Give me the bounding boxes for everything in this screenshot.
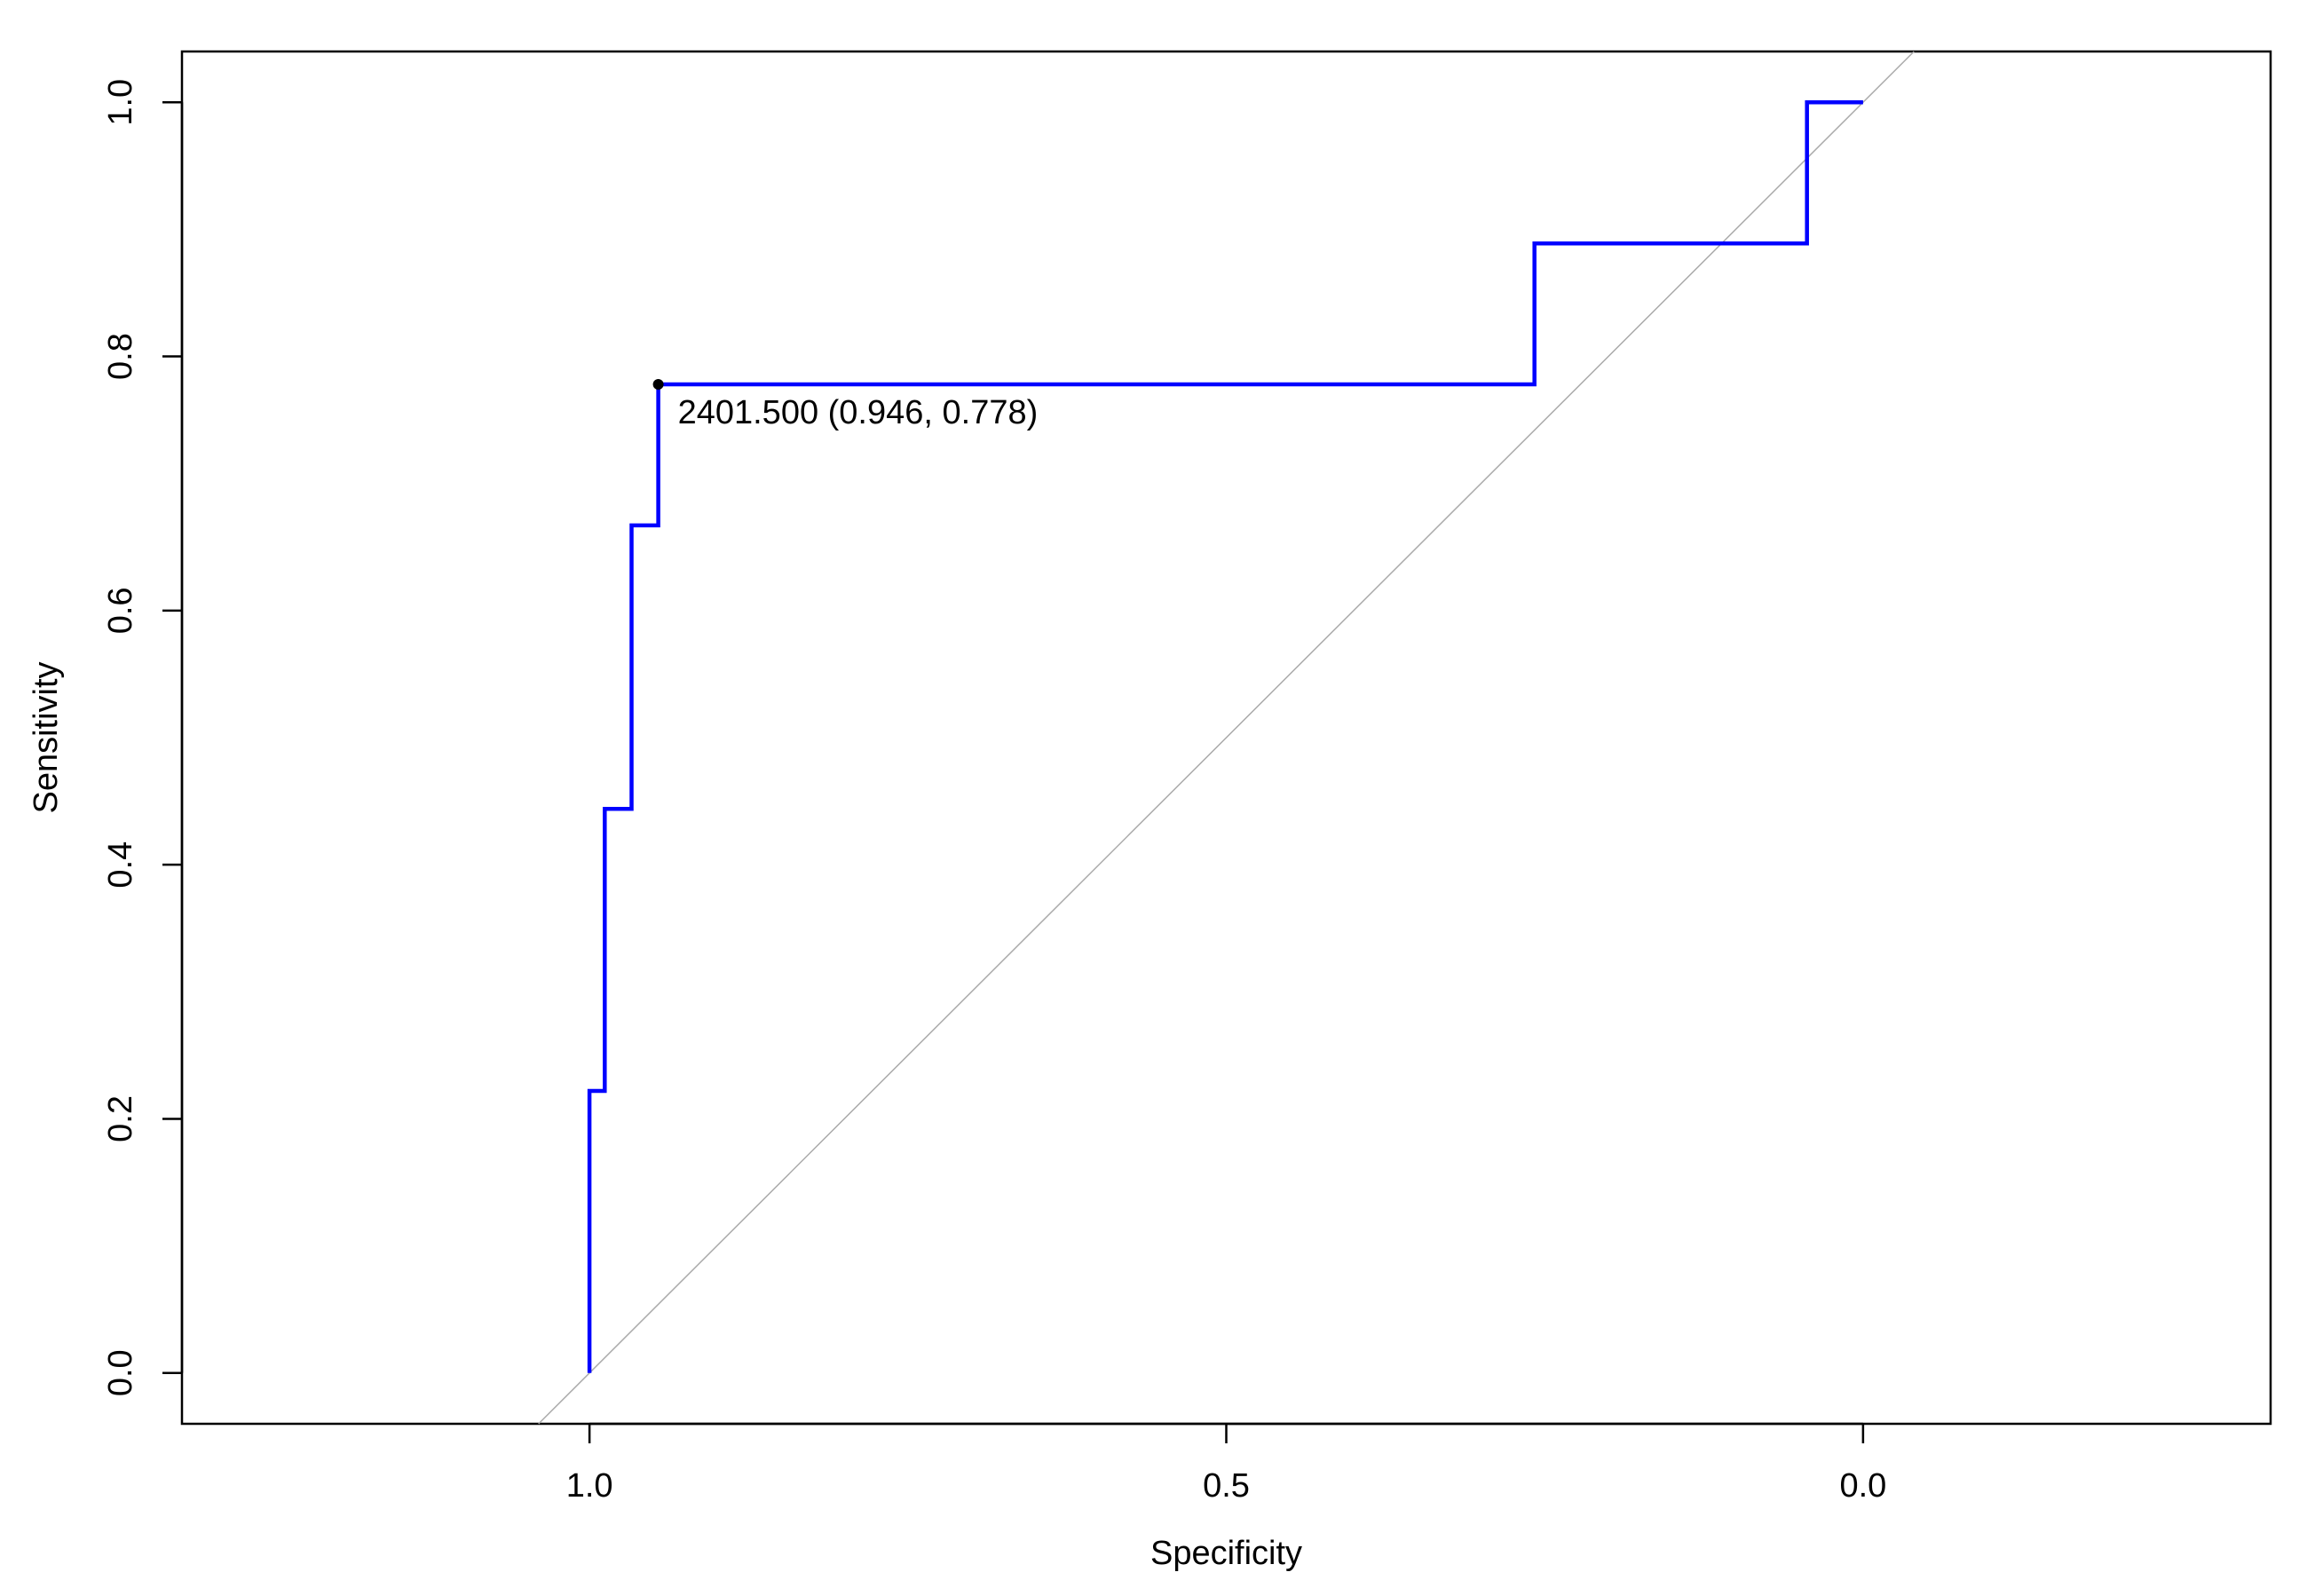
y-axis-label: Sensitivity: [28, 661, 65, 813]
reference-diagonal: [538, 51, 1915, 1425]
threshold-label: 2401.500 (0.946, 0.778): [678, 394, 1039, 431]
y-tick-label: 1.0: [102, 79, 139, 126]
x-axis-label: Specificity: [1150, 1535, 1302, 1572]
y-tick-label: 0.2: [102, 1095, 139, 1142]
x-axis: 1.0 0.5 0.0: [566, 1422, 1886, 1505]
y-tick-label: 0.6: [102, 587, 139, 634]
y-axis: 0.0 0.2 0.4 0.6 0.8 1.0: [102, 79, 184, 1396]
threshold-point: [652, 379, 664, 391]
x-tick-label: 0.5: [1203, 1467, 1250, 1505]
y-tick-label: 0.0: [102, 1349, 139, 1396]
x-tick-label: 1.0: [566, 1467, 613, 1505]
y-tick-label: 0.8: [102, 333, 139, 380]
y-tick-label: 0.4: [102, 841, 139, 889]
x-tick-label: 0.0: [1839, 1467, 1886, 1505]
roc-curve: [587, 100, 1863, 1373]
